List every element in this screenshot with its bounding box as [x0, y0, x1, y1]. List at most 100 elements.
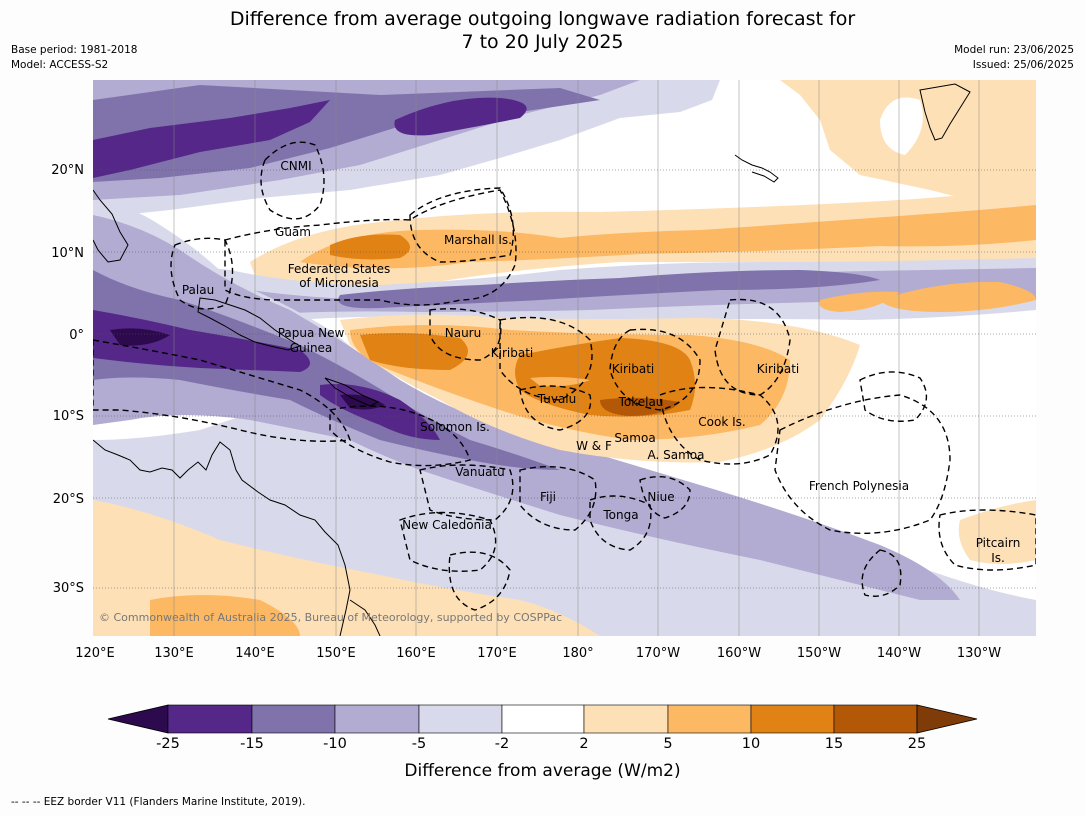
- colorbar-tick: 15: [824, 736, 844, 752]
- eez-niue: [639, 476, 691, 519]
- label-guam: Guam: [275, 225, 311, 239]
- lon-tick: 140°W: [877, 646, 921, 661]
- colorbar-swatch: [833, 704, 918, 734]
- eez-pitcairn: [938, 509, 1036, 571]
- base-period: Base period: 1981-2018: [11, 44, 138, 56]
- label-cnmi: CNMI: [280, 159, 311, 173]
- eez-footnote: -- -- -- EEZ border V11 (Flanders Marine…: [11, 796, 306, 808]
- label-wallis-futuna: W & F: [576, 439, 612, 453]
- label-pitcairn-2: Is.: [991, 551, 1005, 565]
- label-new-caledonia: New Caledonia: [402, 518, 492, 532]
- label-kiribati-west: Kiribati: [491, 346, 533, 360]
- lon-tick: 150°W: [797, 646, 841, 661]
- label-tokelau: Tokelau: [618, 395, 664, 409]
- olr-positive-inner: [530, 376, 590, 387]
- lon-tick: 140°E: [235, 646, 275, 661]
- colorbar-swatch: [750, 704, 835, 734]
- model-name: Model: ACCESS-S2: [11, 59, 109, 71]
- colorbar: [107, 704, 978, 734]
- lon-tick: 150°E: [316, 646, 356, 661]
- label-pitcairn-1: Pitcairn: [976, 536, 1021, 550]
- lat-tick: 20°S: [53, 492, 84, 507]
- eez-austral: [861, 549, 902, 597]
- eez-kiribati-gilbert: [499, 316, 593, 401]
- olr-core-png: [93, 310, 310, 372]
- lat-tick: 0°: [69, 328, 84, 343]
- lon-axis-labels: 120°E 130°E 140°E 150°E 160°E 170°E 180°…: [75, 646, 1001, 661]
- label-samoa: Samoa: [614, 431, 655, 445]
- colorbar-tick: -2: [494, 736, 510, 752]
- eez-new-caledonia: [399, 511, 497, 572]
- label-palau: Palau: [182, 283, 214, 297]
- label-kiribati-east: Kiribati: [757, 362, 799, 376]
- eez-norfolk: [448, 551, 511, 611]
- olr-positive-south-west-core: [150, 595, 300, 636]
- lat-tick: 10°N: [51, 246, 84, 261]
- label-tuvalu: Tuvalu: [537, 392, 577, 406]
- lon-tick: 160°W: [717, 646, 761, 661]
- label-kiribati-central: Kiribati: [612, 362, 654, 376]
- colorbar-arrow-right: [916, 704, 978, 734]
- lat-tick: 10°S: [53, 409, 84, 424]
- colorbar-swatch: [583, 704, 669, 734]
- label-vanuatu: Vanuatu: [455, 465, 505, 479]
- lon-tick: 130°W: [957, 646, 1001, 661]
- olr-positive-south-east: [958, 500, 1036, 564]
- title-line-1: Difference from average outgoing longwav…: [229, 8, 856, 30]
- map-area: [93, 80, 1036, 636]
- olr-core-north-west: [93, 100, 330, 178]
- colorbar-tick: 5: [663, 736, 673, 752]
- olr-core-itcz-west: [330, 234, 410, 260]
- label-solomon: Solomon Is.: [420, 420, 490, 434]
- lon-tick: 120°E: [75, 646, 115, 661]
- colorbar-swatch: [418, 704, 503, 734]
- label-american-samoa: A. Samoa: [648, 448, 705, 462]
- lon-tick: 180°: [562, 646, 593, 661]
- eez-marshall: [409, 187, 515, 263]
- model-run: Model run: 23/06/2025: [954, 44, 1074, 56]
- colorbar-swatch: [667, 704, 752, 734]
- olr-positive-east-small: [819, 291, 900, 312]
- olr-negative-south: [93, 215, 960, 600]
- australia-coast: [93, 439, 351, 636]
- eez-tuvalu: [519, 385, 592, 431]
- lat-axis-labels: 20°N 10°N 0° 10°S 20°S 30°S: [51, 163, 84, 596]
- baja-coast: [919, 83, 971, 141]
- lon-tick: 170°W: [636, 646, 680, 661]
- graticule: [173, 80, 980, 636]
- eez-png: [93, 339, 351, 442]
- label-tonga: Tonga: [602, 508, 638, 522]
- colorbar-swatch: [167, 704, 253, 734]
- colorbar-arrow-left: [107, 704, 169, 734]
- colorbar-swatch: [334, 704, 420, 734]
- hawaii-gap: [880, 97, 923, 155]
- label-marshall: Marshall Is.: [444, 233, 512, 247]
- colorbar-tick: 2: [579, 736, 589, 752]
- olr-core-png-dark: [110, 328, 170, 346]
- eez-kiribati-line: [714, 298, 791, 396]
- colorbar-swatch: [251, 704, 336, 734]
- olr-core-nauru: [360, 333, 468, 370]
- region-labels: CNMI Guam Marshall Is. Federated States …: [99, 159, 1020, 624]
- lat-tick: 20°N: [51, 163, 84, 178]
- latitude-lines: [93, 169, 1036, 589]
- eez-cook: [659, 386, 779, 465]
- new-zealand-coast: [349, 599, 381, 636]
- olr-core-kiribati: [515, 338, 695, 417]
- colorbar-tick: 25: [907, 736, 927, 752]
- philippines-coast: [93, 189, 129, 263]
- olr-positive-east: [880, 281, 1036, 312]
- colorbar-tick: -10: [323, 736, 347, 752]
- label-fsm-2: of Micronesia: [299, 276, 379, 290]
- label-fsm-1: Federated States: [288, 262, 390, 276]
- lon-tick: 160°E: [396, 646, 436, 661]
- label-niue: Niue: [647, 490, 674, 504]
- map-title: Difference from average outgoing longwav…: [0, 8, 1085, 54]
- colorbar-swatch: [501, 704, 585, 734]
- eez-fiji: [519, 465, 597, 531]
- eez-fsm: [224, 189, 517, 306]
- lon-tick: 130°E: [154, 646, 194, 661]
- new-guinea-coast: [197, 297, 302, 351]
- label-french-polynesia: French Polynesia: [809, 479, 909, 493]
